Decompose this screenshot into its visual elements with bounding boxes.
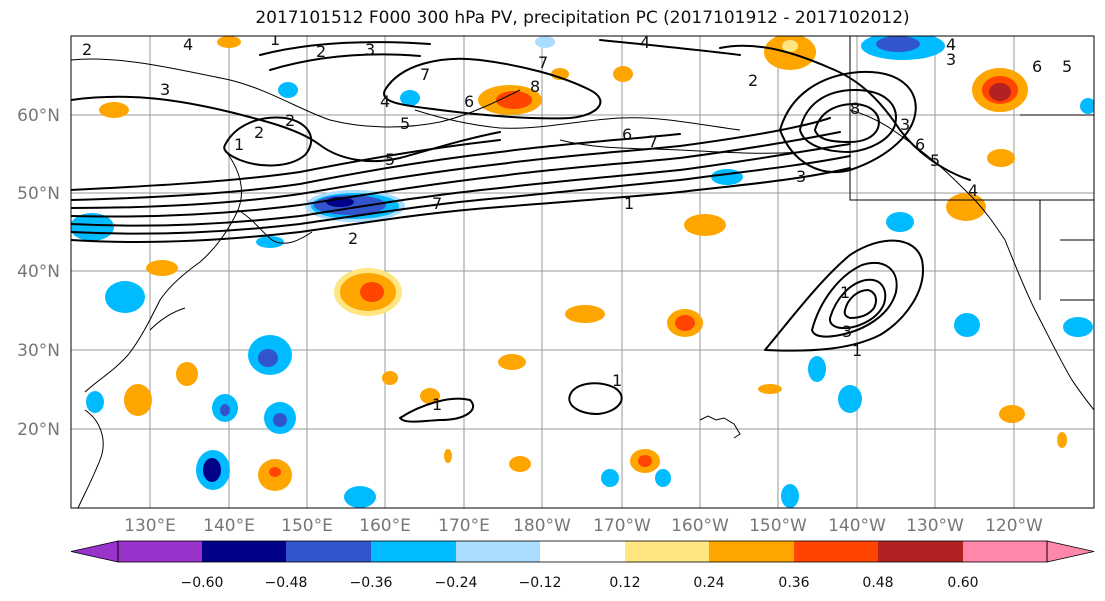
lon-label: 160°E bbox=[359, 516, 411, 536]
contour-label: 8 bbox=[850, 99, 860, 118]
colorbar-segment bbox=[371, 541, 456, 562]
lat-label: 30°N bbox=[17, 341, 60, 361]
contour-label: 4 bbox=[946, 35, 956, 54]
lon-label: 170°W bbox=[593, 516, 651, 536]
contour-label: 1 bbox=[840, 283, 850, 302]
colorbar-tick-label: 0.12 bbox=[609, 575, 640, 591]
contour-label: 3 bbox=[900, 115, 910, 134]
colorbar-tick-label: 0.24 bbox=[693, 575, 724, 591]
lon-label: 170°E bbox=[438, 516, 490, 536]
contour-label: 3 bbox=[365, 40, 375, 59]
contour-label: 2 bbox=[748, 71, 758, 90]
lat-label: 50°N bbox=[17, 184, 60, 204]
colorbar-segment bbox=[625, 541, 709, 562]
colorbar-ticks: −0.60 −0.48 −0.36 −0.24 −0.12 0.12 0.24 … bbox=[181, 575, 979, 591]
colorbar-segment bbox=[709, 541, 794, 562]
contour-label: 4 bbox=[968, 181, 978, 200]
contour-label: 6 bbox=[464, 92, 474, 111]
colorbar-outline bbox=[117, 540, 1048, 563]
contour-label: 2 bbox=[254, 123, 264, 142]
lon-label: 180°W bbox=[513, 516, 571, 536]
colorbar-segment bbox=[286, 541, 371, 562]
lat-label: 60°N bbox=[17, 106, 60, 126]
lon-label: 150°E bbox=[281, 516, 333, 536]
map-frame bbox=[70, 35, 1095, 509]
contour-label: 2 bbox=[285, 111, 295, 130]
contour-label: 2 bbox=[82, 40, 92, 59]
contour-label: 4 bbox=[183, 35, 193, 54]
contour-label: 5 bbox=[930, 151, 940, 170]
contour-label: 4 bbox=[640, 33, 650, 52]
contour-label: 7 bbox=[538, 53, 548, 72]
contour-label: 6 bbox=[622, 125, 632, 144]
contour-label: 5 bbox=[400, 114, 410, 133]
colorbar-tick-label: 0.48 bbox=[862, 575, 893, 591]
contour-label: 3 bbox=[796, 167, 806, 186]
contour-label: 8 bbox=[530, 77, 540, 96]
lon-label: 130°E bbox=[124, 516, 176, 536]
latitude-axis: 60°N 50°N 40°N 30°N 20°N bbox=[17, 106, 60, 440]
contour-label: 2 bbox=[348, 229, 358, 248]
contour-label: 1 bbox=[234, 135, 244, 154]
lon-label: 150°W bbox=[749, 516, 807, 536]
precipitation-shading bbox=[71, 36, 1094, 508]
contour-label: 7 bbox=[648, 132, 658, 151]
colorbar-extend-high bbox=[1046, 540, 1095, 563]
contour-label: 5 bbox=[385, 150, 395, 169]
colorbar-extend-low bbox=[70, 540, 119, 563]
contour-label: 3 bbox=[160, 80, 170, 99]
colorbar-segment bbox=[118, 541, 202, 562]
contour-label: 3 bbox=[842, 322, 852, 341]
colorbar bbox=[70, 540, 1095, 563]
contour-label: 1 bbox=[270, 30, 280, 49]
lon-label: 120°W bbox=[985, 516, 1043, 536]
contour-label: 1 bbox=[432, 395, 442, 414]
colorbar-tick-label: 0.60 bbox=[947, 575, 978, 591]
contour-label: 2 bbox=[316, 42, 326, 61]
colorbar-tick-label: −0.12 bbox=[519, 575, 562, 591]
pv-contours bbox=[71, 39, 971, 423]
contour-label: 4 bbox=[380, 92, 390, 111]
colorbar-tick-label: −0.24 bbox=[435, 575, 478, 591]
colorbar-segment bbox=[794, 541, 878, 562]
lon-label: 160°W bbox=[671, 516, 729, 536]
contour-label: 1 bbox=[852, 341, 862, 360]
contour-label: 6 bbox=[1032, 57, 1042, 76]
contour-label: 7 bbox=[420, 65, 430, 84]
contour-label: 5 bbox=[1062, 57, 1072, 76]
map-area bbox=[71, 36, 1094, 508]
lon-label: 140°E bbox=[203, 516, 255, 536]
contour-label: 6 bbox=[915, 135, 925, 154]
colorbar-segment bbox=[878, 541, 963, 562]
colorbar-segment bbox=[456, 541, 540, 562]
colorbar-segment bbox=[963, 541, 1047, 562]
pv-contour-labels: 2 4 1 2 3 4 2 4 5 3 7 6 8 7 5 2 6 7 3 1 … bbox=[82, 30, 1072, 414]
contour-label: 7 bbox=[432, 194, 442, 213]
colorbar-tick-label: −0.60 bbox=[181, 575, 224, 591]
colorbar-segment bbox=[202, 541, 286, 562]
colorbar-tick-label: −0.36 bbox=[350, 575, 393, 591]
lat-label: 40°N bbox=[17, 262, 60, 282]
contour-label: 1 bbox=[612, 371, 622, 390]
lat-label: 20°N bbox=[17, 420, 60, 440]
lon-label: 130°W bbox=[906, 516, 964, 536]
contour-label: 1 bbox=[624, 194, 634, 213]
lon-label: 140°W bbox=[828, 516, 886, 536]
contour-label: 3 bbox=[946, 50, 956, 69]
colorbar-tick-label: −0.48 bbox=[265, 575, 308, 591]
colorbar-segment bbox=[540, 541, 625, 562]
colorbar-tick-label: 0.36 bbox=[778, 575, 809, 591]
longitude-axis: 130°E 140°E 150°E 160°E 170°E 180°W 170°… bbox=[124, 516, 1043, 536]
map-title: 2017101512 F000 300 hPa PV, precipitatio… bbox=[255, 8, 910, 28]
